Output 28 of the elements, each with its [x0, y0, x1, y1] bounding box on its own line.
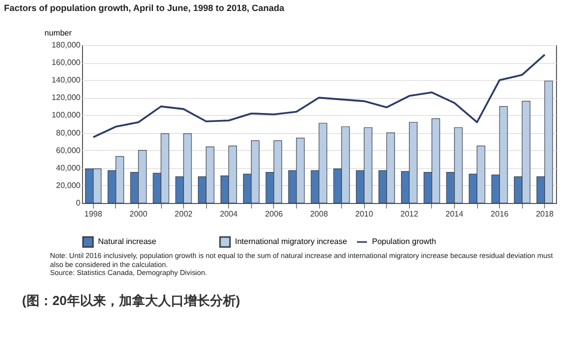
y-tick-label: 140,000 [52, 76, 82, 85]
y-tick-label: 160,000 [52, 58, 82, 68]
x-tick-label: 2014 [446, 210, 464, 218]
x-tick-label: 2002 [174, 210, 194, 218]
line-series [92, 54, 546, 138]
x-tick-label: 2016 [490, 210, 510, 218]
y-tick-label: 100,000 [52, 110, 82, 120]
y-tick-label: 40,000 [56, 163, 82, 172]
x-tick-label: 2012 [400, 210, 419, 218]
y-tick-label: 20,000 [56, 180, 82, 190]
legend-label: International migratory increase [235, 237, 348, 246]
y-tick-label: 120,000 [52, 93, 82, 102]
y-tick-label: 80,000 [56, 128, 82, 138]
x-tick-label: 2006 [264, 210, 284, 218]
text: (图：20年以来，加拿大人口增长分析) [22, 292, 242, 310]
chart-title: Factors of population growth, April to June, 1998 to 2018, Canada [4, 3, 286, 13]
x-tick-label: 2000 [130, 210, 148, 218]
y-tick-label: 0 [76, 198, 82, 208]
y-tick-label: 180,000 [52, 40, 82, 50]
x-tick-label: 2008 [310, 210, 328, 218]
y-axis-title: number [44, 28, 72, 38]
x-tick-label: 2004 [220, 210, 238, 218]
legend-label: Population growth [372, 237, 436, 246]
legend-label: Natural increase [98, 237, 157, 246]
x-tick-label: 2010 [355, 210, 374, 218]
y-tick-label: 60,000 [56, 146, 82, 155]
x-tick-label: 1998 [84, 210, 103, 218]
x-tick-label: 2018 [536, 210, 554, 218]
